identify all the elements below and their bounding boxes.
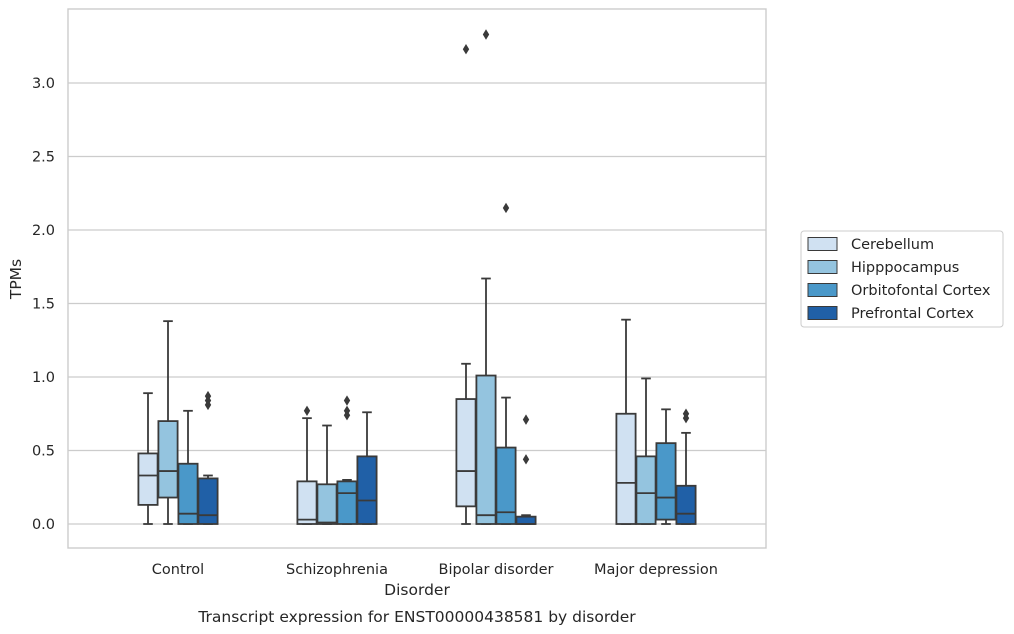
y-tick-label: 2.5 xyxy=(32,150,55,166)
box-hipppocampus xyxy=(157,320,179,525)
box-cerebellum xyxy=(455,43,477,525)
y-axis-ticks: 0.0 0.5 1.0 1.5 2.0 2.5 3.0 xyxy=(32,76,55,533)
box-body xyxy=(515,515,537,525)
box-hipppocampus xyxy=(475,29,497,525)
outlier-point xyxy=(502,202,510,214)
x-tick-label: Bipolar disorder xyxy=(439,562,554,578)
box-orbitofontal-cortex xyxy=(177,409,199,525)
outlier-point xyxy=(522,414,530,425)
legend: Cerebellum Hipppocampus Orbitofontal Corte… xyxy=(800,230,1004,328)
y-tick-label: 0.5 xyxy=(32,444,55,460)
y-tick-label: 1.0 xyxy=(32,370,55,386)
legend-label: Prefrontal Cortex xyxy=(851,306,974,322)
box-prefrontal-cortex xyxy=(515,414,537,525)
box-plot-area xyxy=(137,29,697,525)
box-body xyxy=(296,480,318,525)
box-body xyxy=(495,446,517,525)
box-body xyxy=(455,398,477,508)
x-tick-label: Control xyxy=(152,562,204,578)
legend-swatch xyxy=(807,283,838,297)
box-body xyxy=(177,462,199,525)
box-prefrontal-cortex xyxy=(356,411,378,525)
box-cerebellum xyxy=(615,318,637,525)
y-tick-label: 1.5 xyxy=(32,297,55,313)
box-body xyxy=(675,484,697,525)
y-tick-label: 2.0 xyxy=(32,223,55,239)
box-body xyxy=(157,420,179,499)
box-body xyxy=(197,477,219,525)
outlier-point xyxy=(482,29,490,40)
gridlines xyxy=(68,82,766,525)
x-tick-label: Major depression xyxy=(594,562,718,578)
box-cerebellum xyxy=(137,392,159,525)
box-body xyxy=(615,412,637,525)
box-hipppocampus xyxy=(635,377,657,525)
chart-caption: Transcript expression for ENST0000043858… xyxy=(197,608,636,626)
box-body xyxy=(655,442,677,521)
box-prefrontal-cortex xyxy=(197,390,219,525)
box-orbitofontal-cortex xyxy=(495,202,517,525)
x-axis-label: Disorder xyxy=(384,581,450,599)
box-body xyxy=(475,374,497,525)
outlier-point xyxy=(303,405,311,417)
legend-label: Orbitofontal Cortex xyxy=(851,283,991,299)
outlier-point xyxy=(343,405,351,417)
plot-frame xyxy=(67,8,767,549)
y-axis-label: TPMs xyxy=(7,259,25,300)
box-body xyxy=(356,455,378,525)
outlier-point xyxy=(343,395,351,406)
legend-swatch xyxy=(807,260,838,274)
legend-swatch xyxy=(807,237,838,251)
outlier-point xyxy=(462,43,470,55)
box-body xyxy=(137,452,159,506)
box-orbitofontal-cortex xyxy=(336,395,358,525)
legend-frame xyxy=(800,230,1004,328)
outlier-point xyxy=(522,454,530,465)
box-body xyxy=(336,480,358,525)
x-axis-ticks: Control Schizophrenia Bipolar disorder Majo… xyxy=(152,562,718,578)
box-body xyxy=(316,483,338,525)
legend-label: Hipppocampus xyxy=(851,260,959,276)
box-cerebellum xyxy=(296,405,318,525)
box-orbitofontal-cortex xyxy=(655,408,677,525)
y-tick-label: 3.0 xyxy=(32,76,55,92)
box-hipppocampus xyxy=(316,424,338,525)
outlier-point xyxy=(204,390,212,402)
outlier-point xyxy=(682,408,690,419)
box-body xyxy=(635,455,657,525)
x-tick-label: Schizophrenia xyxy=(286,562,388,578)
y-tick-label: 0.0 xyxy=(32,517,55,533)
legend-label: Cerebellum xyxy=(851,237,934,253)
legend-swatch xyxy=(807,306,838,320)
box-prefrontal-cortex xyxy=(675,408,697,525)
